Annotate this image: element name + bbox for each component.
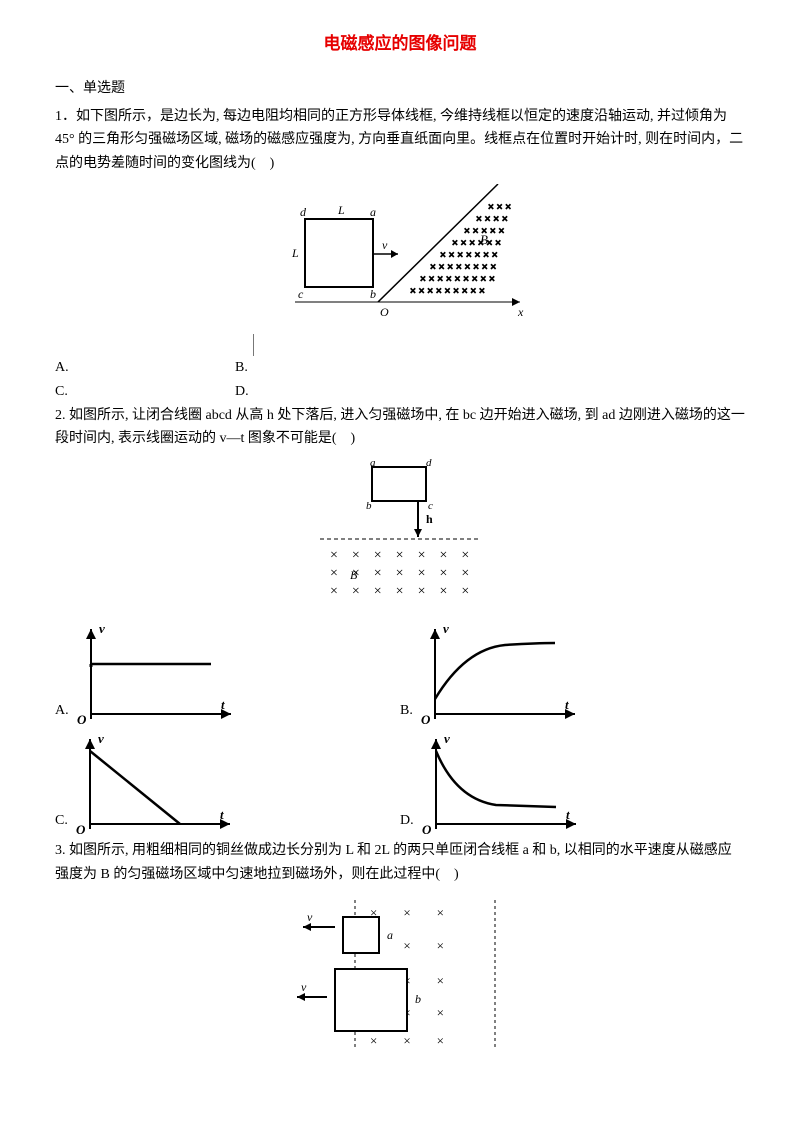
q1-opt-c: C. [55,380,235,404]
fig2-B: B [350,568,358,582]
question-3-figure: × × × × × × × × × × × × × × × a v b v [55,895,745,1055]
fig3-b: b [415,992,421,1006]
axis-v: v [443,621,449,636]
axis-t: t [221,697,225,712]
q1-opt-a: A. [55,356,235,380]
fig1-a: a [370,205,376,219]
question-2-options: A. v t O B. v t O C. [55,619,745,839]
svg-text:× × × × × × × ×: × × × × × × × × [430,262,496,273]
q2-opt-d-label: D. [400,809,416,839]
axis-v: v [98,731,104,746]
fig2-c: c [428,500,433,512]
svg-text:× × × × × × × × ×: × × × × × × × × × [420,274,495,285]
axis-O: O [77,712,87,727]
axis-O: O [422,822,432,837]
svg-text:× × ×: × × × [370,1033,444,1048]
fig1-d: d [300,205,307,219]
question-1-text: 1．如下图所示，是边长为, 每边电阻均相同的正方形导体线框, 今维持线框以恒定的… [55,105,745,176]
q2-opt-b: B. v t O [400,619,745,729]
svg-text:× × × × × ×: × × × × × × [452,238,501,249]
axis-v: v [444,731,450,746]
fig1-x: x [517,305,524,319]
fig1-b: b [370,287,376,301]
axis-t: t [566,807,570,822]
question-1-options-row2: C. D. [55,380,745,404]
fig1-B: B [480,232,488,247]
question-1-options: A. B. [55,356,745,380]
q2-opt-c: C. v t O [55,729,400,839]
axis-t: t [220,807,224,822]
fig2-d: d [426,459,432,469]
fig1-v: v [382,238,388,252]
svg-text:× × ×: × × × [370,905,444,920]
q2-opt-d: D. v t O [400,729,745,839]
fig3-va: v [307,910,313,924]
page-title: 电磁感应的图像问题 [55,30,745,59]
fig1-Ltop: L [337,203,345,217]
scan-artifact [253,334,254,356]
fig3-a: a [387,928,393,942]
fig3-vb: v [301,980,307,994]
fig2-h: h [426,512,433,526]
svg-text:× × × × × × ×: × × × × × × × [440,250,498,261]
q1-opt-d: D. [235,380,415,404]
axis-v: v [99,621,105,636]
q2-opt-c-label: C. [55,809,70,839]
question-2-figure: a d b c h × × × × × × × × × × × × × × × … [55,459,745,609]
fig1-Lleft: L [291,246,299,260]
question-3-text: 3. 如图所示, 用粗细相同的铜丝做成边长分别为 L 和 2L 的两只单匝闭合线… [55,839,745,887]
svg-text:× × × × × × ×: × × × × × × × [330,548,469,563]
axis-O: O [421,712,431,727]
section-heading: 一、单选题 [55,77,745,101]
fig2-a: a [370,459,376,469]
q2-opt-a-label: A. [55,699,71,729]
q2-opt-a: A. v t O [55,619,400,729]
svg-text:× × × × × × ×: × × × × × × × [330,584,469,599]
question-1-figure: x d L a L c b v O × × × × × × × × × × × … [55,184,745,324]
svg-text:× × × ×: × × × × [476,214,508,225]
svg-text:× × ×: × × × [488,202,511,213]
fig1-c: c [298,287,304,301]
svg-text:× × ×: × × × [370,938,444,953]
svg-text:× × × × × × × × ×: × × × × × × × × × [410,286,485,297]
axis-O: O [76,822,86,837]
fig2-b: b [366,500,372,512]
question-2-text: 2. 如图所示, 让闭合线圈 abcd 从高 h 处下落后, 进入匀强磁场中, … [55,404,745,452]
fig1-O: O [380,305,389,319]
axis-t: t [565,697,569,712]
q1-opt-b: B. [235,356,415,380]
q2-opt-b-label: B. [400,699,415,729]
